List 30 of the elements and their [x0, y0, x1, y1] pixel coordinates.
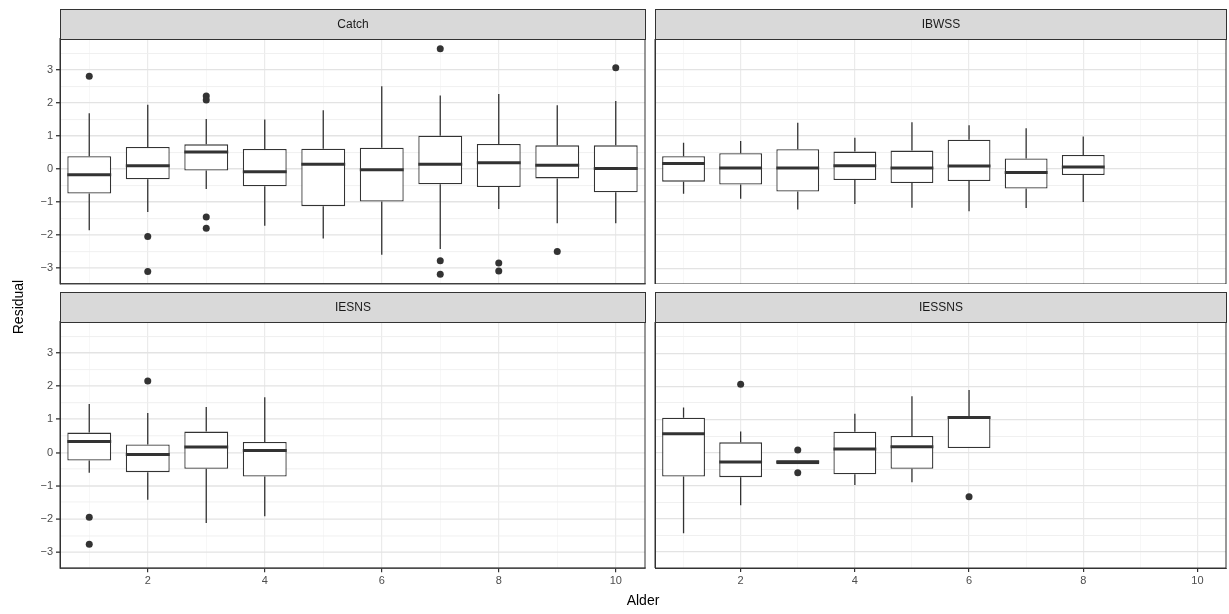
x-tick-label: 2 — [737, 573, 744, 586]
x-tick-label: 8 — [1080, 573, 1087, 586]
x-tick-label: 2 — [144, 574, 151, 587]
x-axis-title: Alder — [626, 592, 660, 608]
y-tick-label: −2 — [40, 512, 53, 525]
y-tick-label: −3 — [40, 261, 53, 274]
y-tick-label: −2 — [40, 228, 53, 241]
x-tick-label: 6 — [378, 574, 385, 587]
y-tick-label: 2 — [46, 379, 53, 392]
chart-title: IESSNS — [655, 292, 1227, 323]
y-tick-label: 2 — [46, 96, 53, 109]
y-tick-label: −1 — [40, 479, 53, 492]
y-axis-title: Residual — [10, 279, 26, 335]
y-tick-label: 3 — [46, 346, 53, 359]
y-tick-label: −3 — [40, 545, 53, 558]
chart-title: IESNS — [60, 292, 646, 323]
x-tick-label: 8 — [495, 574, 502, 587]
y-tick-label: −1 — [40, 195, 53, 208]
x-tick-label: 10 — [609, 574, 622, 587]
y-tick-label: 3 — [46, 63, 53, 76]
chart-title: IBWSS — [655, 9, 1227, 40]
chart-title: Catch — [60, 9, 646, 40]
y-tick-label: 1 — [46, 129, 53, 142]
y-tick-label: 1 — [46, 412, 53, 425]
y-tick-label: 0 — [46, 445, 53, 458]
y-tick-label: 0 — [46, 162, 53, 175]
x-tick-label: 6 — [965, 573, 973, 586]
x-tick-label: 4 — [261, 574, 268, 587]
x-tick-label: 4 — [851, 573, 858, 586]
x-tick-label: 10 — [1191, 573, 1204, 586]
